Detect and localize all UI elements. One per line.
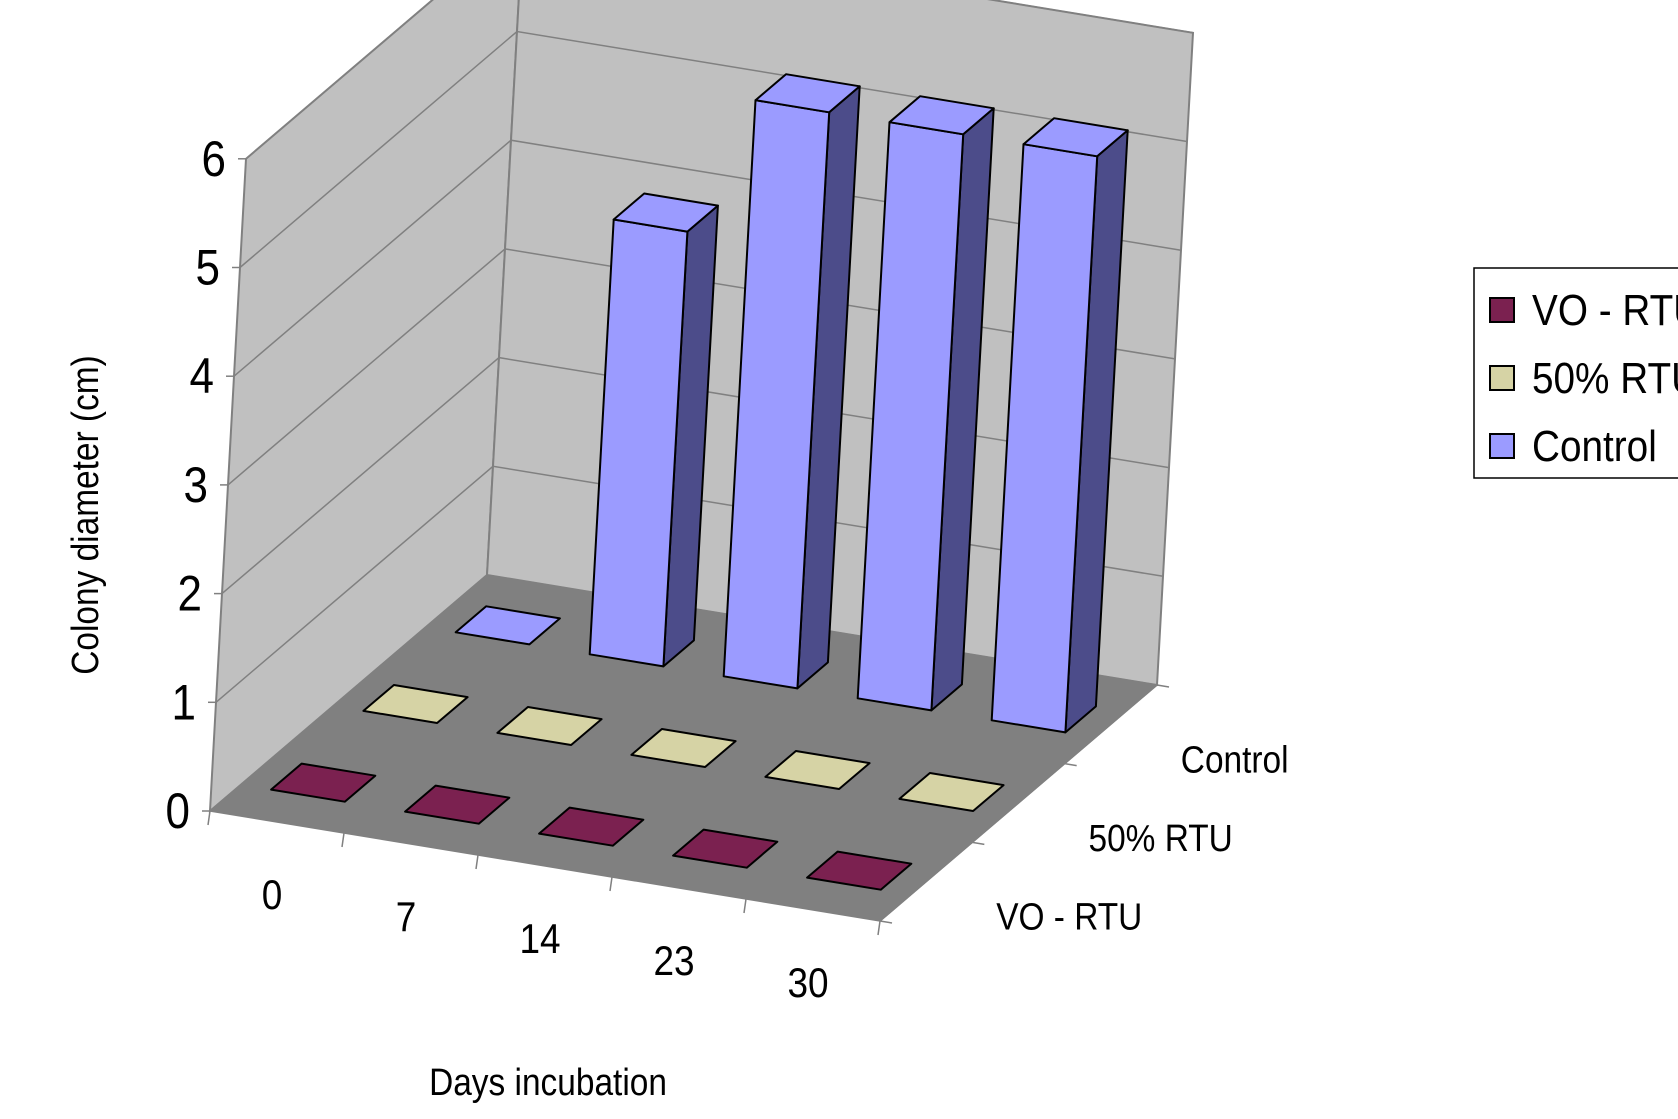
y-tick-label: 6: [202, 130, 226, 186]
x-tick: [475, 854, 479, 870]
x-tick: [877, 920, 881, 936]
series-axis-label: 50% RTU: [1089, 817, 1233, 859]
z-axis-line: [879, 684, 1158, 922]
chart-bars: [270, 73, 1129, 891]
bar-control-30: [990, 117, 1129, 734]
x-tick: [743, 898, 747, 914]
legend-label: VO - RTU: [1532, 285, 1678, 335]
bar-flat: [672, 828, 779, 869]
bar-flat: [270, 762, 377, 803]
legend-swatch: [1489, 365, 1515, 391]
x-tick-label: 14: [519, 916, 560, 963]
bar-flat: [538, 806, 645, 847]
bar-50-rtu-30: [898, 772, 1005, 812]
x-tick: [609, 876, 613, 892]
z-tick: [879, 920, 893, 924]
y-tick-label: 5: [196, 239, 220, 295]
bar-top: [754, 73, 861, 114]
bar-flat: [630, 728, 737, 768]
x-tick-label: 0: [262, 872, 283, 919]
x-tick: [341, 832, 345, 848]
bar-vo-rtu-7: [404, 784, 511, 825]
y-tick-label: 2: [178, 565, 202, 621]
y-tick-label: 1: [172, 674, 196, 730]
z-tick: [972, 841, 985, 846]
series-axis-label: Control: [1181, 738, 1289, 780]
bar-50-rtu-23: [764, 750, 871, 790]
bar-top: [612, 192, 719, 233]
z-tick: [1064, 762, 1077, 767]
y-axis-title: Colony diameter (cm): [64, 355, 106, 675]
bar-flat: [806, 850, 913, 891]
legend-swatch: [1489, 433, 1515, 459]
legend-swatch: [1489, 297, 1515, 323]
y-tick-label: 3: [184, 456, 208, 512]
x-tick-label: 23: [653, 938, 694, 985]
bar-flat: [764, 750, 871, 790]
bar-control-23: [856, 95, 995, 712]
x-tick-label: 30: [787, 960, 828, 1007]
bar-flat: [404, 784, 511, 825]
bar-flat: [898, 772, 1005, 812]
legend-label: Control: [1532, 421, 1657, 471]
y-tick-label: 4: [190, 348, 214, 404]
bar-control-14: [722, 73, 861, 690]
bar-50-rtu-0: [362, 684, 469, 724]
x-tick-label: 7: [396, 894, 417, 941]
legend-label: 50% RTU: [1532, 353, 1678, 403]
x-axis-title: Days incubation: [429, 1061, 667, 1103]
bar-top: [888, 95, 995, 136]
bar-vo-rtu-0: [270, 762, 377, 803]
bar-control-0: [454, 605, 561, 646]
bar-50-rtu-7: [496, 706, 603, 746]
bar-vo-rtu-30: [806, 850, 913, 891]
bar-vo-rtu-23: [672, 828, 779, 869]
bar-flat: [496, 706, 603, 746]
chart-axes: [202, 158, 1170, 936]
bar-flat: [454, 605, 561, 646]
y-tick-label: 0: [166, 782, 190, 838]
bar-50-rtu-14: [630, 728, 737, 768]
bar-top: [1022, 117, 1129, 158]
gridline: [245, 0, 1194, 160]
z-tick: [1156, 684, 1170, 688]
legend: VO - RTU 50% RTU Control: [1473, 267, 1678, 479]
series-axis-label: VO - RTU: [996, 896, 1142, 938]
bar-vo-rtu-14: [538, 806, 645, 847]
x-tick: [207, 810, 211, 826]
bar-control-7: [588, 192, 719, 668]
bar-flat: [362, 684, 469, 724]
